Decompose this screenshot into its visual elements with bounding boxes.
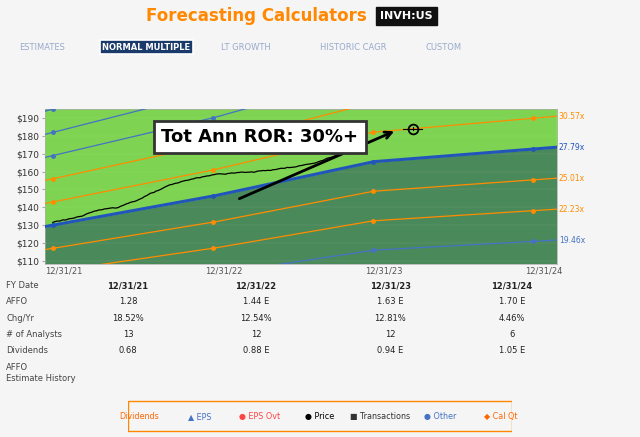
Text: ■ Transactions: ■ Transactions (350, 412, 410, 421)
Text: 0.68: 0.68 (118, 346, 138, 355)
Text: Chg/Yr: Chg/Yr (6, 313, 35, 323)
Text: 1.63 E: 1.63 E (377, 297, 404, 306)
Text: 12/31/22: 12/31/22 (205, 267, 242, 276)
Text: 12/31/21: 12/31/21 (108, 281, 148, 290)
Text: 12: 12 (251, 330, 261, 339)
Text: ESTIMATES: ESTIMATES (19, 42, 65, 52)
Text: ● EPS Ovt: ● EPS Ovt (239, 412, 280, 421)
Text: 13: 13 (123, 330, 133, 339)
Text: 4.46%: 4.46% (499, 313, 525, 323)
Text: 22.23x: 22.23x (559, 205, 585, 214)
Text: 12.54%: 12.54% (240, 313, 272, 323)
Text: 1.28: 1.28 (119, 297, 137, 306)
Text: FY Date: FY Date (6, 281, 39, 290)
Text: 12/31/24: 12/31/24 (525, 267, 562, 276)
Text: INVH:US: INVH:US (380, 11, 433, 21)
Text: 27.79x: 27.79x (559, 143, 585, 152)
Text: AFFO: AFFO (6, 363, 29, 372)
Text: 1.05 E: 1.05 E (499, 346, 525, 355)
Text: Tot Ann ROR: 30%+: Tot Ann ROR: 30%+ (161, 128, 358, 146)
Text: 0.94 E: 0.94 E (377, 346, 404, 355)
Text: Forecasting Calculators: Forecasting Calculators (146, 7, 366, 25)
Text: Dividends: Dividends (6, 346, 49, 355)
Text: Dividends: Dividends (120, 412, 159, 421)
Text: ● Price: ● Price (305, 412, 335, 421)
Text: HISTORIC CAGR: HISTORIC CAGR (320, 42, 387, 52)
Text: 12/31/21: 12/31/21 (45, 267, 82, 276)
Text: 12.81%: 12.81% (374, 313, 406, 323)
Text: 18.52%: 18.52% (112, 313, 144, 323)
Text: 30.57x: 30.57x (559, 112, 585, 121)
Text: CUSTOM: CUSTOM (426, 42, 461, 52)
Text: # of Analysts: # of Analysts (6, 330, 63, 339)
Text: 12/31/23: 12/31/23 (365, 267, 403, 276)
Text: 12/31/24: 12/31/24 (492, 281, 532, 290)
Text: LT GROWTH: LT GROWTH (221, 42, 271, 52)
Text: AFFO: AFFO (6, 297, 29, 306)
Text: Estimate History: Estimate History (6, 374, 76, 383)
Text: 25.01x: 25.01x (559, 173, 585, 183)
Text: 1.44 E: 1.44 E (243, 297, 269, 306)
Text: 6: 6 (509, 330, 515, 339)
Text: 12: 12 (385, 330, 396, 339)
Text: ◆ Cal Qt: ◆ Cal Qt (484, 412, 517, 421)
Text: 12/31/22: 12/31/22 (236, 281, 276, 290)
Text: 0.88 E: 0.88 E (243, 346, 269, 355)
Text: NORMAL MULTIPLE: NORMAL MULTIPLE (102, 42, 191, 52)
Text: ▲ EPS: ▲ EPS (188, 412, 211, 421)
Text: 12/31/23: 12/31/23 (370, 281, 411, 290)
Text: 19.46x: 19.46x (559, 236, 585, 245)
Text: 1.70 E: 1.70 E (499, 297, 525, 306)
Text: ● Other: ● Other (424, 412, 456, 421)
